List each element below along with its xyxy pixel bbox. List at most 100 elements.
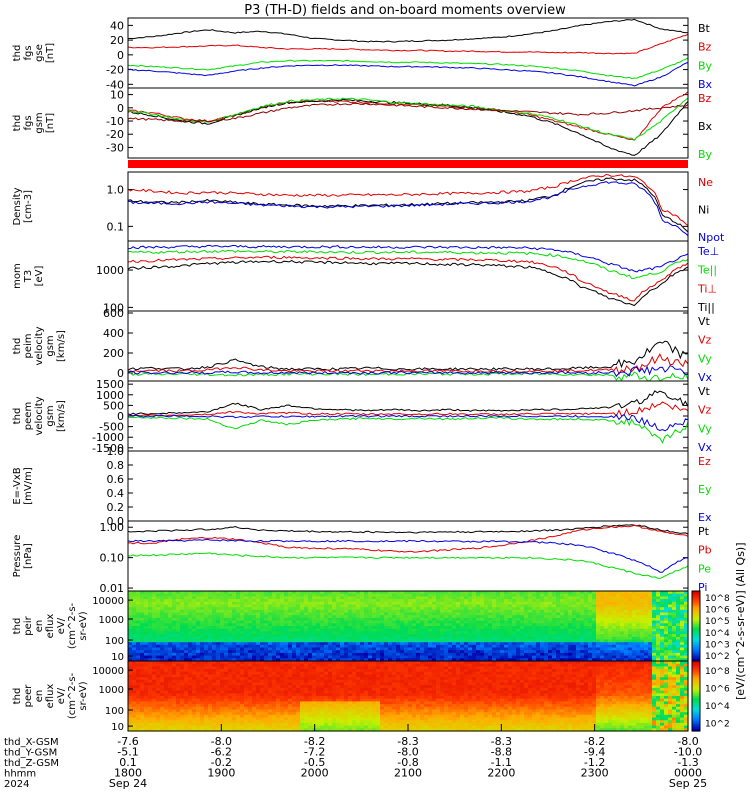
spectrogram-cell bbox=[484, 636, 489, 641]
spectrogram-cell bbox=[344, 650, 349, 654]
spectrogram-cell bbox=[352, 650, 357, 654]
spectrogram-cell bbox=[304, 615, 309, 619]
spectrogram-cell bbox=[272, 647, 277, 651]
spectrogram-cell bbox=[264, 704, 269, 708]
spectrogram-cell bbox=[564, 604, 569, 608]
spectrogram-cell bbox=[180, 712, 185, 716]
spectrogram-cell bbox=[532, 609, 537, 614]
spectrogram-cell bbox=[660, 612, 665, 616]
spectrogram-cell bbox=[172, 677, 177, 681]
spectrogram-cell bbox=[376, 617, 381, 622]
spectrogram-cell bbox=[128, 650, 133, 654]
spectrogram-cell bbox=[440, 642, 445, 646]
spectrogram-cell bbox=[180, 690, 185, 694]
spectrogram-cell bbox=[480, 617, 485, 622]
spectrogram-cell bbox=[556, 612, 561, 616]
spectrogram-cell bbox=[556, 609, 561, 614]
spectrogram-cell bbox=[252, 704, 257, 708]
spectrogram-cell bbox=[156, 604, 161, 608]
spectrogram-cell bbox=[244, 704, 249, 708]
spectrogram-cell bbox=[140, 687, 145, 692]
spectrogram-cell bbox=[484, 644, 489, 649]
spectrogram-cell bbox=[328, 655, 333, 659]
spectrogram-cell bbox=[224, 617, 229, 622]
spectrogram-cell bbox=[152, 634, 157, 638]
spectrogram-cell bbox=[128, 679, 133, 684]
spectrogram-cell bbox=[624, 636, 629, 641]
spectrogram-cell bbox=[576, 604, 581, 608]
spectrogram-cell bbox=[656, 615, 661, 619]
spectrogram-cell bbox=[516, 652, 521, 657]
spectrogram-cell bbox=[176, 615, 181, 619]
spectrogram-cell bbox=[148, 612, 153, 616]
spectrogram-cell bbox=[168, 663, 173, 667]
spectrogram-cell bbox=[184, 650, 189, 654]
spectrogram-cell bbox=[384, 604, 389, 608]
spectrogram-cell bbox=[576, 639, 581, 643]
spectrogram-cell bbox=[176, 661, 181, 665]
spectrogram-cell bbox=[508, 636, 513, 641]
spectrogram-cell bbox=[428, 617, 433, 622]
spectrogram-cell bbox=[152, 620, 157, 624]
spectrogram-cell bbox=[680, 615, 685, 619]
spectrogram-cell bbox=[220, 617, 225, 622]
spectrogram-cell bbox=[204, 655, 209, 659]
spectrogram-cell bbox=[224, 666, 229, 670]
spectrogram-cell bbox=[364, 647, 369, 651]
spectrogram-cell bbox=[180, 650, 185, 654]
spectrogram-cell bbox=[240, 628, 245, 632]
spectrogram-cell bbox=[260, 607, 265, 611]
colorbar-cell bbox=[692, 630, 700, 634]
spectrogram-cell bbox=[268, 698, 273, 702]
spectrogram-cell bbox=[368, 591, 373, 595]
spectrogram-cell bbox=[480, 596, 485, 600]
spectrogram-cell bbox=[140, 607, 145, 611]
spectrogram-cell bbox=[232, 612, 237, 616]
spectrogram-cell bbox=[264, 666, 269, 670]
spectrogram-cell bbox=[404, 642, 409, 646]
spectrogram-cell bbox=[292, 609, 297, 614]
series-line-Vz bbox=[127, 401, 689, 417]
spectrogram-cell bbox=[392, 644, 397, 649]
spectrogram-cell bbox=[148, 631, 153, 635]
spectrogram-cell bbox=[276, 674, 281, 678]
spectrogram-cell bbox=[176, 612, 181, 616]
spectrogram-cell bbox=[336, 609, 341, 614]
spectrogram-cell bbox=[248, 615, 253, 619]
spectrogram-cell bbox=[284, 655, 289, 659]
spectrogram-cell bbox=[380, 639, 385, 643]
spectrogram-cell bbox=[496, 609, 501, 614]
colorbar-cell bbox=[692, 658, 700, 662]
spectrogram-cell bbox=[276, 658, 281, 662]
spectrogram-cell bbox=[168, 652, 173, 657]
spectrogram-cell bbox=[672, 609, 677, 614]
spectrogram-cell bbox=[236, 679, 241, 684]
spectrogram-cell bbox=[236, 652, 241, 657]
spectrogram-cell bbox=[464, 658, 469, 662]
spectrogram-cell bbox=[580, 628, 585, 632]
spectrogram-cell bbox=[420, 612, 425, 616]
spectrogram-cell bbox=[136, 685, 141, 689]
spectrogram-cell bbox=[656, 591, 661, 595]
colorbar-tick-label: 10^8 bbox=[705, 594, 730, 604]
spectrogram-cell bbox=[144, 701, 149, 705]
spectrogram-cell bbox=[624, 626, 629, 630]
spectrogram-cell bbox=[264, 663, 269, 667]
spectrogram-cell bbox=[356, 642, 361, 646]
spectrogram-cell bbox=[168, 591, 173, 595]
spectrogram-cell bbox=[152, 685, 157, 689]
spectrogram-cell bbox=[320, 647, 325, 651]
spectrogram-cell bbox=[252, 647, 257, 651]
spectrogram-cell bbox=[188, 671, 193, 676]
spectrogram-cell bbox=[224, 701, 229, 705]
spectrogram-cell bbox=[672, 607, 677, 611]
spectrogram-cell bbox=[400, 617, 405, 622]
spectrogram-cell bbox=[300, 591, 305, 595]
spectrogram-cell bbox=[392, 655, 397, 659]
spectrogram-cell bbox=[596, 642, 601, 646]
spectrogram-cell bbox=[536, 596, 541, 600]
spectrogram-cell bbox=[272, 722, 277, 727]
spectrogram-cell bbox=[332, 617, 337, 622]
spectrogram-cell bbox=[440, 631, 445, 635]
spectrogram-cell bbox=[144, 674, 149, 678]
